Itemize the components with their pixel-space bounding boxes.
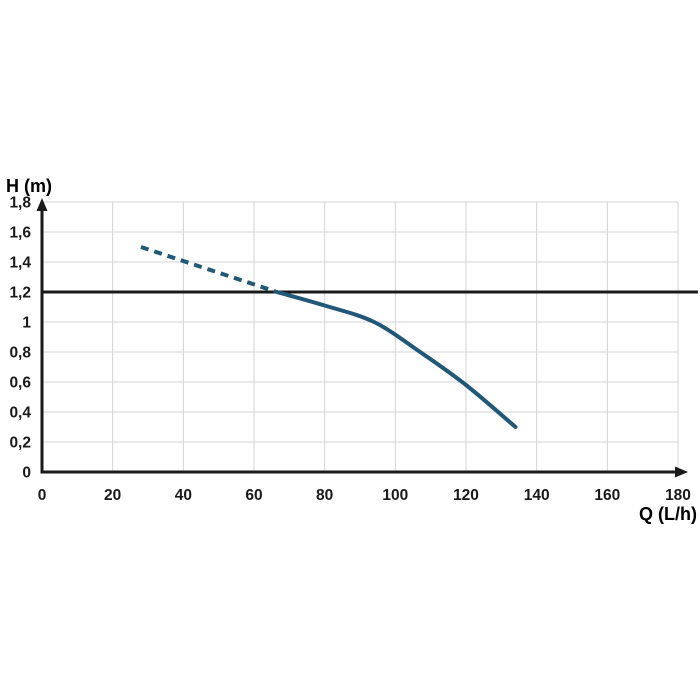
x-axis-arrow xyxy=(675,466,688,478)
series-layer xyxy=(140,245,518,429)
x-axis-title: Q (L/h) xyxy=(639,504,697,524)
x-tick-label-160: 160 xyxy=(594,487,620,504)
x-tick-label-180: 180 xyxy=(665,487,691,504)
x-tick-label-0: 0 xyxy=(38,487,47,504)
grid-layer xyxy=(42,201,679,472)
x-tick-label-140: 140 xyxy=(524,487,550,504)
pump-curve-extrapolated-line xyxy=(140,245,278,294)
y-tick-label-0,4: 0,4 xyxy=(9,405,31,422)
y-tick-label-0,8: 0,8 xyxy=(9,345,31,362)
y-tick-label-0,6: 0,6 xyxy=(9,375,31,392)
y-tick-label-0: 0 xyxy=(22,465,31,482)
y-axis-title: H (m) xyxy=(6,176,52,196)
y-tick-label-1,2: 1,2 xyxy=(9,285,31,302)
y-axis-arrow xyxy=(36,198,48,211)
x-tick-label-20: 20 xyxy=(104,487,121,504)
tick-labels-layer: 0 20 40 60 80 100 120 140 160 180 0 0,2 0,4 0,6 0,8 1 1,… xyxy=(9,195,691,505)
y-tick-label-0,2: 0,2 xyxy=(9,435,31,452)
x-tick-label-60: 60 xyxy=(245,487,262,504)
x-tick-label-40: 40 xyxy=(175,487,192,504)
x-tick-label-120: 120 xyxy=(453,487,479,504)
y-tick-label-1,4: 1,4 xyxy=(9,255,31,272)
axes-layer xyxy=(36,198,688,478)
y-tick-label-1,6: 1,6 xyxy=(9,225,31,242)
x-tick-label-100: 100 xyxy=(382,487,408,504)
x-tick-label-80: 80 xyxy=(316,487,333,504)
y-tick-label-1,8: 1,8 xyxy=(9,195,31,212)
pump-curve-line xyxy=(274,290,518,429)
y-tick-label-1: 1 xyxy=(22,315,31,332)
